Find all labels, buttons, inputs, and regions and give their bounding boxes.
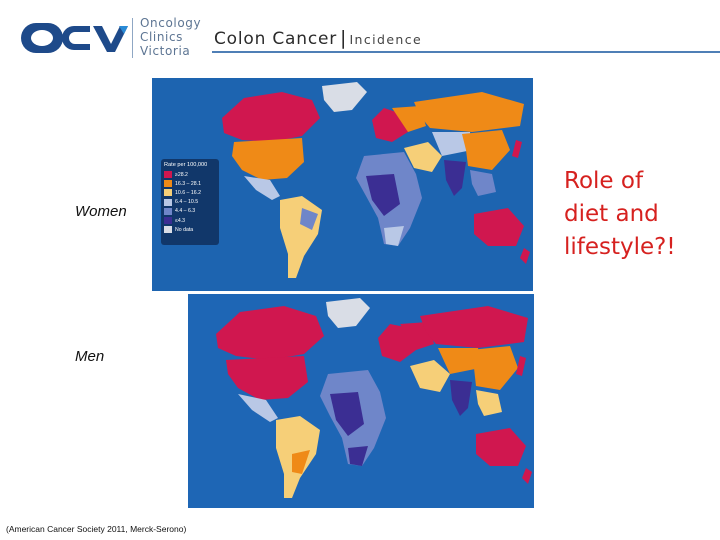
men-incidence-map	[188, 294, 534, 508]
source-citation: (American Cancer Society 2011, Merck-Ser…	[6, 524, 187, 534]
map-greenland	[322, 82, 367, 112]
logo-divider	[132, 18, 133, 58]
ocv-logo-mark	[21, 23, 128, 53]
map-australia	[476, 428, 526, 466]
map-central-africa	[366, 174, 400, 216]
legend-swatch	[164, 217, 172, 225]
legend-entry: 16.3 – 28.1	[164, 179, 216, 188]
map-central-asia	[438, 348, 480, 374]
women-label: Women	[75, 203, 127, 220]
map-india	[450, 380, 472, 416]
question-line-3: lifestyle?!	[564, 234, 676, 260]
map-new-zealand	[520, 248, 530, 264]
title-separator: |	[340, 27, 347, 49]
logo-wordmark: Oncology Clinics Victoria	[140, 16, 201, 58]
men-world-map	[216, 298, 532, 498]
map-australia	[474, 208, 524, 246]
legend-swatch	[164, 198, 172, 206]
map-se-asia	[476, 390, 502, 416]
map-canada	[216, 306, 324, 360]
map-middle-east	[404, 142, 442, 172]
map-usa	[232, 138, 304, 180]
slide-title: Colon Cancer | Incidence	[214, 27, 422, 49]
ocv-logo: Oncology Clinics Victoria	[18, 14, 201, 60]
question-line-1: Role of	[564, 168, 644, 194]
map-usa	[226, 356, 308, 400]
map-china	[462, 130, 510, 170]
legend-label: 6.4 – 10.5	[175, 199, 199, 206]
map-russia	[420, 306, 528, 348]
map-mexico	[244, 176, 280, 200]
legend-label: ≥28.2	[175, 171, 188, 178]
women-world-map	[222, 82, 530, 278]
legend-label: 4.4 – 6.3	[175, 208, 196, 215]
map-japan	[512, 140, 522, 158]
legend-title: Rate per 100,000	[164, 162, 208, 168]
map-central-africa	[330, 392, 364, 436]
question-line-2: diet and	[564, 201, 659, 227]
women-incidence-map: Rate per 100,000 ≥28.2 16.3 – 28.1 10.6 – …	[152, 78, 533, 291]
title-underline	[212, 51, 720, 53]
men-label: Men	[75, 348, 105, 365]
map-russia	[414, 92, 524, 132]
map-europe-east	[392, 106, 426, 132]
legend-swatch	[164, 207, 172, 215]
map-south-africa	[348, 446, 368, 466]
map-south-america	[280, 196, 322, 278]
legend-label: ≤4.3	[175, 217, 186, 224]
map-south-africa	[384, 226, 404, 246]
map-middle-east	[410, 360, 450, 392]
legend-entry: No data	[164, 225, 216, 234]
map-brazil-north	[300, 208, 318, 230]
map-central-asia	[432, 132, 472, 156]
legend-label: 16.3 – 28.1	[175, 180, 201, 187]
map-legend: Rate per 100,000 ≥28.2 16.3 – 28.1 10.6 – …	[161, 159, 219, 245]
title-main: Colon Cancer	[214, 29, 338, 49]
diet-lifestyle-question: Role of diet and lifestyle?!	[564, 165, 714, 264]
logo-line-clinics: Clinics	[140, 30, 184, 44]
legend-swatch	[164, 226, 172, 234]
legend-entry: 10.6 – 16.2	[164, 188, 216, 197]
legend-swatch	[164, 171, 172, 179]
title-sub: Incidence	[349, 32, 423, 47]
legend-entry: 6.4 – 10.5	[164, 198, 216, 207]
legend-swatch	[164, 189, 172, 197]
map-new-zealand	[522, 468, 532, 484]
logo-line-oncology: Oncology	[140, 16, 202, 30]
map-greenland	[326, 298, 370, 328]
map-se-asia	[470, 170, 496, 196]
legend-entry: 4.4 – 6.3	[164, 207, 216, 216]
legend-label: 10.6 – 16.2	[175, 189, 201, 196]
map-japan	[516, 356, 526, 376]
map-canada	[222, 92, 320, 142]
map-china	[470, 346, 518, 390]
legend-label: No data	[175, 226, 194, 233]
legend-swatch	[164, 180, 172, 188]
map-argentina	[292, 450, 310, 474]
legend-entry: ≥28.2	[164, 170, 216, 179]
map-india	[444, 160, 466, 196]
map-mexico	[238, 394, 278, 422]
legend-entry: ≤4.3	[164, 216, 216, 225]
logo-line-victoria: Victoria	[140, 44, 191, 58]
